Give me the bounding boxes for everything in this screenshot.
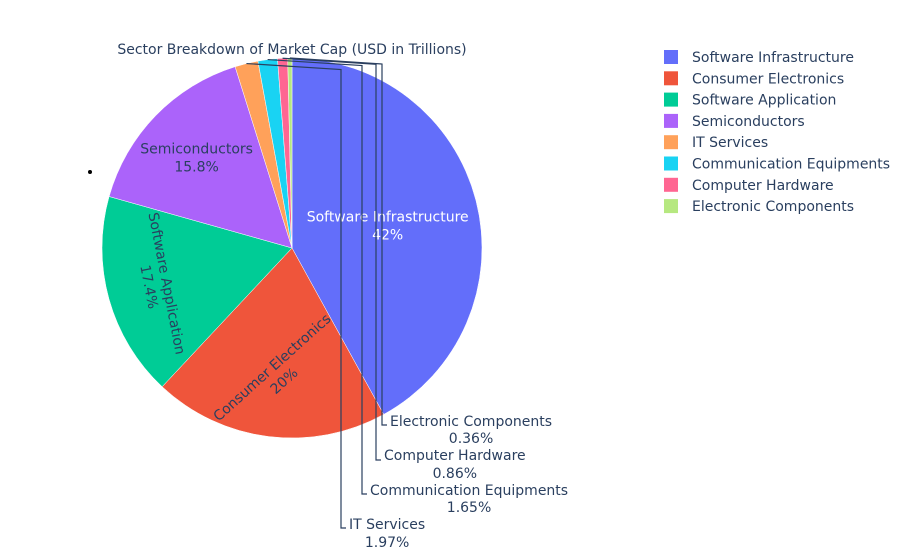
- legend-swatch: [664, 71, 678, 86]
- callout-label-communication-equipments: Communication Equipments: [370, 483, 568, 499]
- callout-percent-communication-equipments: 1.65%: [447, 500, 491, 516]
- pie-slice-software-application[interactable]: [101, 196, 293, 388]
- callout-line-computer-hardware: [282, 57, 381, 461]
- legend-swatch: [664, 177, 678, 192]
- slice-label-software-infrastructure: Software Infrastructure 42%: [307, 209, 469, 243]
- callout-line-electronic-components: [289, 57, 387, 426]
- slice-callouts: IT Services 1.97% Communication Equipments…: [246, 57, 568, 551]
- legend-swatch: [664, 113, 678, 128]
- stray-dot: [88, 170, 92, 174]
- legend-label: Electronic Components: [692, 199, 854, 215]
- callout-label-it-services: IT Services: [349, 517, 425, 533]
- legend-swatch: [664, 50, 678, 64]
- legend-item-electronic-components[interactable]: Electronic Components: [664, 199, 854, 215]
- slice-label-semiconductors: Semiconductors 15.8%: [140, 141, 253, 175]
- chart-title: Sector Breakdown of Market Cap (USD in T…: [117, 42, 466, 58]
- legend-swatch: [664, 156, 678, 171]
- pie-slice-semiconductors[interactable]: [108, 66, 293, 249]
- legend-item-software-application[interactable]: Software Application: [664, 92, 836, 109]
- legend-label: Consumer Electronics: [692, 71, 844, 87]
- legend-swatch: [664, 199, 678, 214]
- legend-label: Software Application: [692, 93, 836, 109]
- legend-item-consumer-electronics[interactable]: Consumer Electronics: [664, 71, 844, 87]
- legend-swatch: [664, 135, 678, 150]
- callout-line-communication-equipments: [267, 58, 367, 495]
- legend-swatch: [664, 92, 678, 107]
- callout-percent-electronic-components: 0.36%: [449, 431, 493, 447]
- legend-item-computer-hardware[interactable]: Computer Hardware: [664, 177, 834, 194]
- legend-label: IT Services: [692, 135, 768, 151]
- callout-percent-it-services: 1.97%: [365, 535, 409, 551]
- legend: Software Infrastructure Consumer Electron…: [664, 50, 890, 215]
- callout-line-it-services: [246, 62, 346, 529]
- pie-slices: [101, 57, 483, 439]
- legend-label: Communication Equipments: [692, 157, 890, 173]
- legend-label: Computer Hardware: [692, 178, 834, 194]
- legend-item-communication-equipments[interactable]: Communication Equipments: [664, 156, 890, 173]
- legend-label: Software Infrastructure: [692, 50, 854, 66]
- legend-item-it-services[interactable]: IT Services: [664, 135, 768, 151]
- legend-item-software-infrastructure[interactable]: Software Infrastructure: [664, 50, 854, 66]
- callout-label-computer-hardware: Computer Hardware: [384, 448, 526, 464]
- callout-label-electronic-components: Electronic Components: [390, 414, 552, 430]
- callout-percent-computer-hardware: 0.86%: [433, 466, 477, 482]
- pie-slice-software-infrastructure[interactable]: [291, 57, 483, 415]
- legend-label: Semiconductors: [692, 114, 805, 130]
- legend-item-semiconductors[interactable]: Semiconductors: [664, 113, 805, 130]
